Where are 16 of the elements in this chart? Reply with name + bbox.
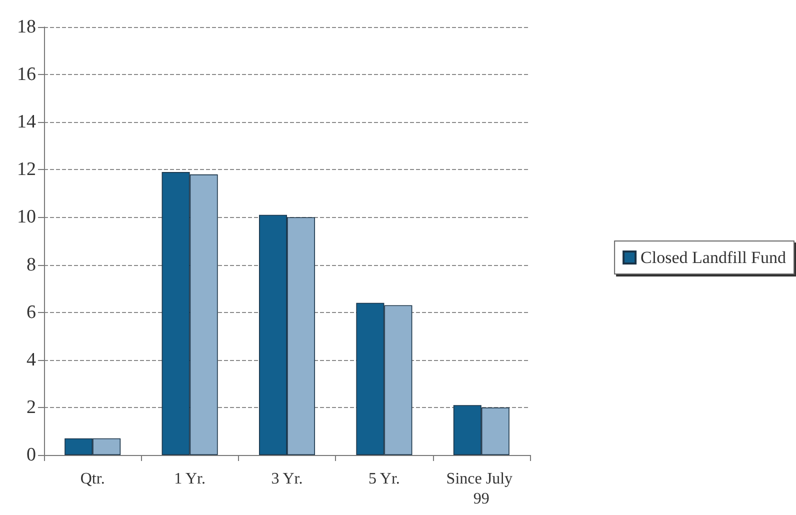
y-tick-label: 12 xyxy=(17,159,36,180)
x-tick-label: Since July 99 xyxy=(446,470,517,508)
y-tick-label: 18 xyxy=(17,16,36,38)
legend-label: Closed Landfill Fund xyxy=(640,248,786,267)
x-tick-label: 5 Yr. xyxy=(368,470,400,488)
y-tick-label: 4 xyxy=(26,349,36,370)
y-tick-label: 2 xyxy=(26,396,36,418)
x-tick-label: Qtr. xyxy=(80,470,105,488)
y-tick-label: 16 xyxy=(17,64,36,86)
y-tick-label: 6 xyxy=(26,302,36,323)
x-tick-label: 3 Yr. xyxy=(271,470,303,488)
y-tick-label: 10 xyxy=(17,206,36,228)
y-tick-label: 14 xyxy=(17,112,36,133)
y-tick-label: 8 xyxy=(26,254,36,276)
x-tick-label: 1 Yr. xyxy=(174,470,206,488)
y-tick-label: 0 xyxy=(26,444,36,466)
